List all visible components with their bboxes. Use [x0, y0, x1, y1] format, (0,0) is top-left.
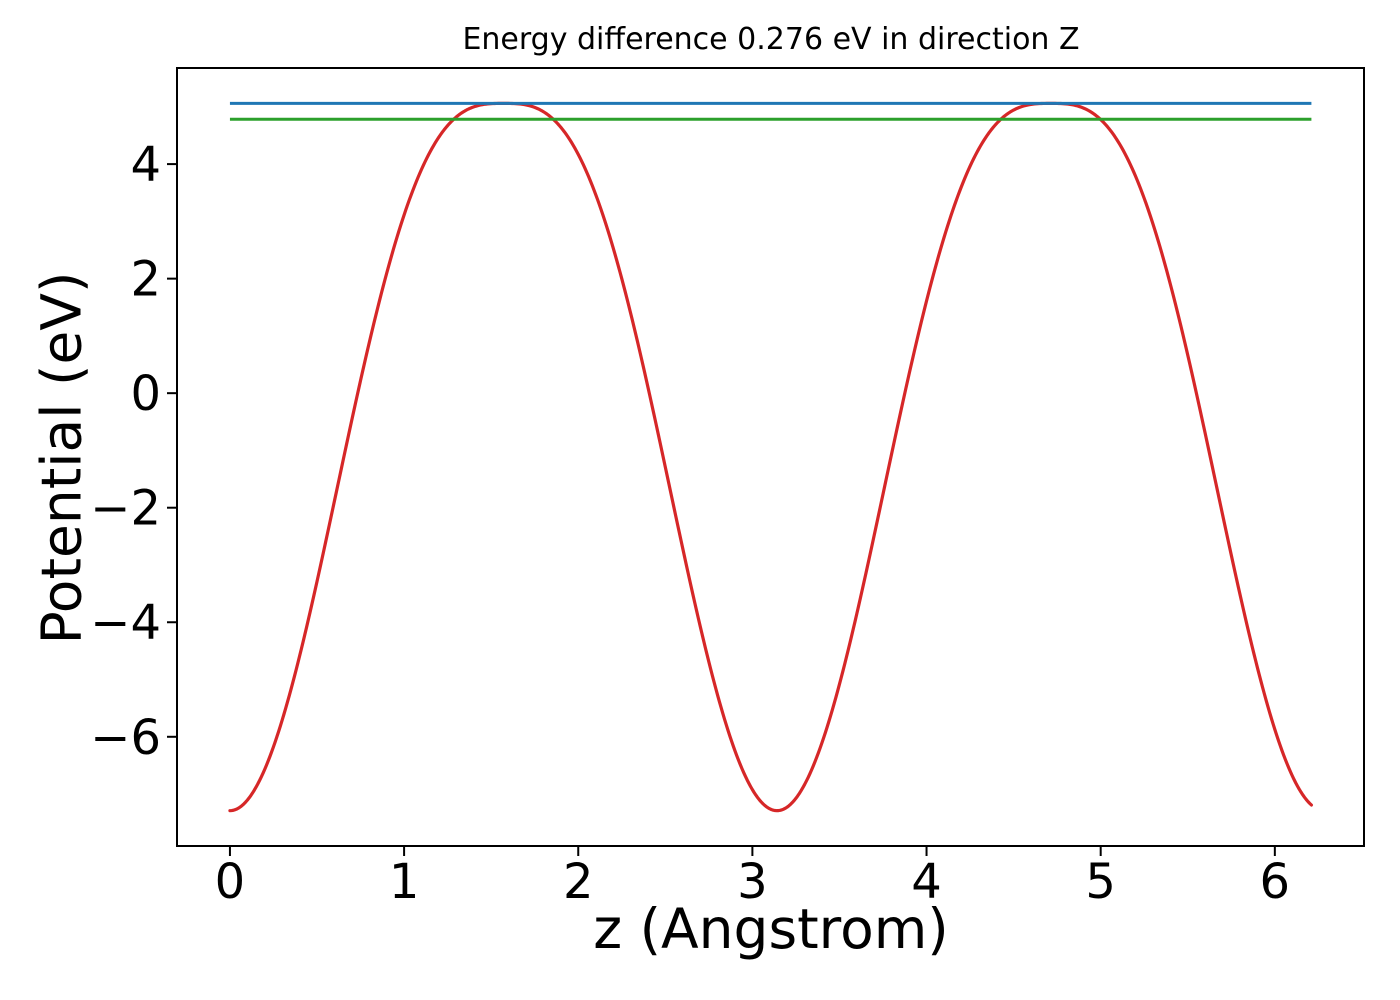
- y-tick-label: 2: [130, 252, 161, 308]
- x-axis-label: z (Angstrom): [593, 897, 949, 961]
- y-tick-label: −4: [90, 595, 161, 651]
- x-tick-label: 2: [563, 854, 594, 910]
- x-tick-label: 4: [911, 854, 942, 910]
- y-axis-label: Potential (eV): [29, 271, 94, 645]
- x-tick-label: 6: [1260, 854, 1291, 910]
- y-tick-label: −6: [90, 710, 161, 766]
- x-tick-label: 0: [215, 854, 246, 910]
- y-tick-label: −2: [90, 481, 161, 537]
- y-tick-label: 4: [130, 137, 161, 193]
- axes-spines: [176, 67, 1365, 847]
- x-tick-label: 1: [389, 854, 420, 910]
- series-potential-curve: [228, 101, 1314, 813]
- x-tick-label: 5: [1085, 854, 1116, 910]
- chart-title: Energy difference 0.276 eV in direction …: [462, 22, 1080, 57]
- y-tick-label: 0: [130, 366, 161, 422]
- x-tick-label: 3: [737, 854, 768, 910]
